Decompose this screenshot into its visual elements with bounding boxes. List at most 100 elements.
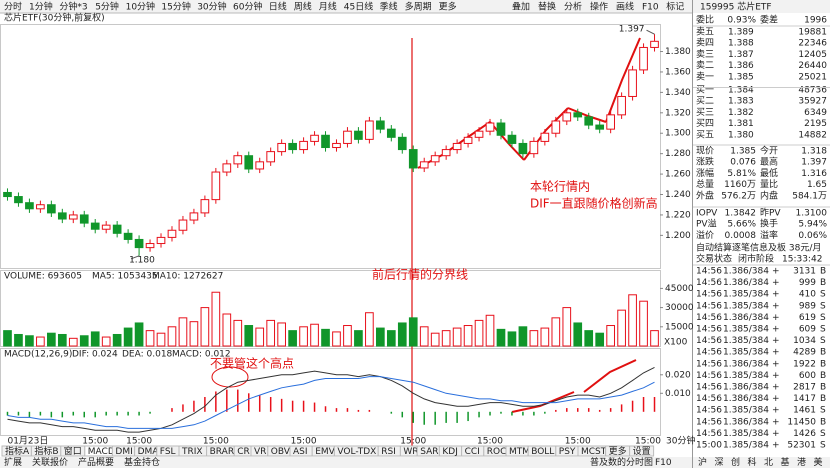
quote-value: 0.0008 (725, 231, 757, 241)
period-button[interactable]: 30分钟 (197, 1, 226, 13)
volume-bar (36, 336, 45, 347)
indicator-tab[interactable]: CR (237, 447, 250, 457)
macd-title: MACD(12,26,9) (4, 350, 72, 360)
bottom-tab[interactable]: 扩展 (4, 456, 22, 468)
indicator-tab[interactable]: MACD (88, 447, 115, 457)
indicator-tab[interactable]: EMV (315, 447, 335, 457)
candle-body (595, 124, 605, 130)
volume-bar (332, 331, 341, 347)
indicator-tab[interactable]: ASI (293, 447, 308, 457)
indicator-tab[interactable]: VR (254, 447, 266, 457)
bottom-tab[interactable]: 关联报价 (32, 456, 68, 468)
trade-side: S (820, 313, 826, 323)
indicator-tab[interactable]: SAR (420, 447, 438, 457)
status-time: 15:33:42 (782, 255, 822, 265)
bottom-right-tab[interactable]: F10 (655, 458, 672, 468)
notice[interactable]: 自动结算逐笔信息及板 38元/月 (696, 242, 821, 254)
indicator-tab[interactable]: BOLL (531, 447, 554, 457)
candle-body (145, 243, 155, 249)
candle-body (529, 140, 539, 155)
indicator-tab[interactable]: CCI (465, 447, 480, 457)
market-tab[interactable]: 创 (731, 456, 740, 468)
indicator-tab[interactable]: MTM (509, 447, 530, 457)
period-button[interactable]: 分钟*3 (59, 1, 87, 13)
period-button[interactable]: 月线 (319, 1, 337, 13)
indicator-tab[interactable]: 更多 (609, 445, 627, 457)
indicator-tab[interactable]: DMI (115, 447, 132, 457)
tool-button[interactable]: 分析 (564, 1, 582, 13)
market-tab[interactable]: 深 (715, 457, 724, 468)
tool-button[interactable]: 叠加 (512, 2, 530, 13)
trade-price: 1.386/384 (723, 313, 769, 323)
indicator-tab[interactable]: PSY (559, 447, 576, 457)
chart-title: 芯片ETF(30分钟,前复权) (4, 12, 105, 24)
bottom-tab[interactable]: 产品概要 (78, 456, 114, 468)
trade-volume: 600 (799, 371, 816, 381)
market-tab[interactable]: 基 (781, 456, 790, 468)
indicator-tab[interactable]: KDJ (442, 447, 458, 457)
period-button[interactable]: 周线 (294, 1, 312, 13)
indicator-tab[interactable]: RSI (381, 447, 396, 457)
volume-bar (47, 332, 56, 347)
indicator-tab[interactable]: TRIX (181, 447, 203, 457)
indicator-tab[interactable]: BRAR (210, 447, 234, 457)
quote-label: 最高 (760, 156, 778, 168)
tool-button[interactable]: F10 (642, 3, 659, 13)
period-button[interactable]: 10分钟 (126, 1, 155, 13)
book-volume: 12405 (798, 50, 827, 60)
tool-button[interactable]: 画线 (616, 1, 634, 13)
tool-button[interactable]: 操作 (590, 1, 608, 13)
period-button[interactable]: 5分钟 (95, 1, 119, 13)
bottom-tab[interactable]: 基金持仓 (124, 456, 160, 468)
legend-item: DEA: 0.018 (122, 350, 173, 360)
indicator-tab[interactable]: DMA (138, 447, 160, 457)
trade-flag: + (772, 406, 780, 416)
market-tab[interactable]: 港 (797, 456, 806, 468)
period-button[interactable]: 15分钟 (161, 1, 190, 13)
period-button[interactable]: 多周期 (405, 1, 432, 13)
x-tick-label: 15:00 (82, 437, 108, 447)
tool-button[interactable]: 标记 (666, 1, 684, 13)
period-button[interactable]: 45日线 (344, 1, 373, 13)
indicator-tab[interactable]: FSL (160, 447, 176, 457)
period-button[interactable]: 1分钟 (29, 1, 53, 13)
indicator-tab[interactable]: 指标A (5, 445, 30, 457)
trade-side: S (820, 429, 826, 439)
indicator-tab[interactable]: VOL-TDX (337, 447, 376, 457)
volume-bar (277, 322, 286, 347)
trade-price: 1.386/384 (723, 278, 769, 288)
candle-body (551, 120, 561, 134)
volume-bar (386, 330, 396, 347)
indicator-tab[interactable]: 设置 (633, 446, 651, 457)
quote-header-bg (693, 0, 830, 13)
indicator-tab[interactable]: OBV (271, 447, 291, 457)
market-tab[interactable]: 沪 (698, 456, 707, 468)
trade-flag: + (772, 394, 780, 404)
volume-bar (365, 312, 374, 347)
indicator-tab[interactable]: 指标B (34, 445, 58, 457)
candle-body (584, 116, 594, 126)
book-label: 买一 (696, 85, 714, 96)
period-button[interactable]: 分时 (4, 1, 22, 13)
period-button[interactable]: 更多 (439, 1, 457, 13)
market-tab[interactable]: 科 (748, 456, 757, 468)
volume-bar (606, 325, 615, 347)
trade-flag: + (772, 336, 780, 346)
bottom-right-tab[interactable]: 普及数的分时图 (590, 456, 653, 468)
tool-button[interactable]: 替换 (538, 1, 556, 13)
period-button[interactable]: 日线 (269, 1, 287, 13)
indicator-tab[interactable]: 窗口 (64, 445, 82, 457)
market-tabs-bg (693, 457, 830, 468)
indicator-tab[interactable]: MCST (581, 447, 607, 457)
trade-price: 1.385/384 (723, 429, 769, 439)
price-mark (130, 255, 140, 260)
period-button[interactable]: 季线 (380, 1, 398, 13)
volume-bar (57, 333, 67, 347)
quote-label: 换手 (760, 218, 778, 230)
candle-body (14, 196, 23, 204)
market-tab[interactable]: 北 (764, 457, 773, 468)
period-button[interactable]: 60分钟 (233, 1, 262, 13)
indicator-tab[interactable]: ROC (487, 447, 507, 457)
indicator-tab[interactable]: WR (403, 447, 418, 457)
market-tab[interactable]: 美 (814, 456, 823, 468)
